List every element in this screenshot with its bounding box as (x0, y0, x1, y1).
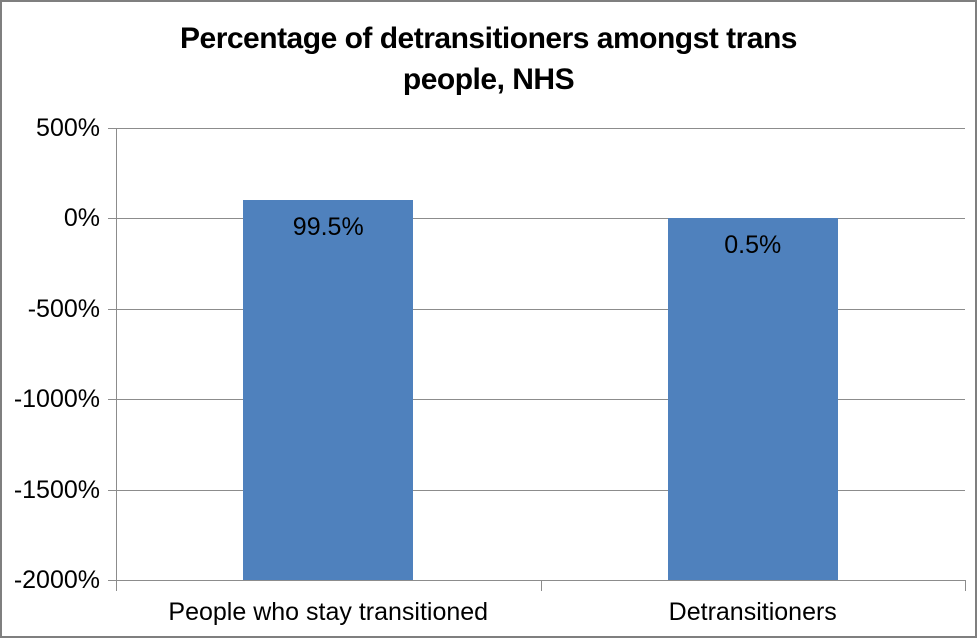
y-gridline (108, 489, 965, 491)
y-gridline (108, 308, 965, 310)
y-axis-tick-label: -1500% (13, 475, 100, 504)
category-axis-tick (540, 580, 542, 591)
category-axis-label: People who stay transitioned (168, 598, 489, 626)
bar-data-label: 99.5% (292, 213, 364, 242)
chart-title-line-2: people, NHS (402, 63, 575, 96)
y-axis-tick-label: -1000% (13, 385, 100, 414)
chart-title-line-1: Percentage of detransitioners amongst tr… (180, 22, 798, 55)
y-axis-tick-label: 500% (36, 114, 100, 142)
category-axis-tick (965, 580, 966, 591)
bar (243, 200, 414, 580)
y-gridline (108, 128, 965, 129)
y-axis-tick-label: -2000% (13, 566, 100, 594)
y-axis-tick-label: -500% (27, 294, 100, 323)
y-axis-tick-label: 0% (63, 204, 100, 233)
y-gridline (108, 399, 965, 401)
category-axis-tick (116, 580, 117, 591)
value-axis-line (116, 128, 117, 580)
bar-data-label: 0.5% (724, 231, 782, 260)
category-axis-label: Detransitioners (668, 598, 837, 626)
chart-title: Percentage of detransitioners amongst tr… (2, 18, 975, 100)
y-gridline (108, 580, 965, 581)
bar (667, 218, 838, 580)
y-gridline (108, 218, 965, 220)
